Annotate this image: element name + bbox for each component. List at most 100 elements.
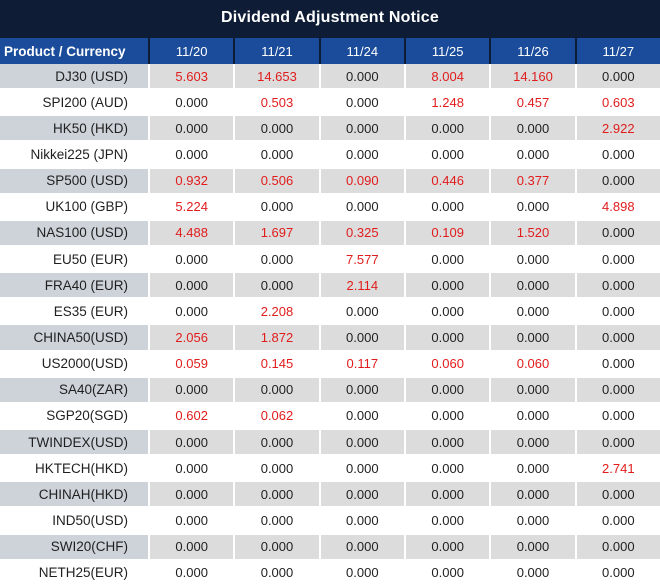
value-cell: 0.000 — [491, 429, 575, 455]
product-cell: CHINA50(USD) — [0, 325, 148, 350]
notice-title: Dividend Adjustment Notice — [221, 9, 439, 26]
value-cell: 0.000 — [491, 534, 575, 559]
value-cell: 8.004 — [406, 64, 490, 89]
value-cell: 0.000 — [491, 456, 575, 481]
value-cell: 0.602 — [150, 403, 234, 428]
value-cell: 0.000 — [491, 246, 575, 272]
product-cell: Nikkei225 (JPN) — [0, 142, 148, 167]
value-cell: 0.000 — [320, 90, 404, 115]
value-cell: 0.000 — [406, 246, 490, 272]
product-cell: HK50 (HKD) — [0, 116, 148, 141]
product-cell: SWI20(CHF) — [0, 534, 148, 559]
value-cell: 0.000 — [150, 508, 234, 533]
value-cell: 0.000 — [576, 246, 660, 272]
value-cell: 0.000 — [150, 377, 234, 402]
value-cell: 0.000 — [320, 508, 404, 533]
product-cell: HKTECH(HKD) — [0, 456, 148, 481]
value-cell: 1.520 — [491, 220, 575, 245]
value-cell: 0.000 — [150, 299, 234, 324]
value-cell: 0.000 — [406, 325, 490, 350]
value-cell: 5.224 — [150, 194, 234, 219]
value-cell: 0.000 — [406, 482, 490, 507]
value-cell: 0.506 — [235, 168, 319, 193]
product-cell: US2000(USD) — [0, 351, 148, 376]
product-cell: TWINDEX(USD) — [0, 429, 148, 455]
value-cell: 1.248 — [406, 90, 490, 115]
value-cell: 0.109 — [406, 220, 490, 245]
product-cell: NETH25(EUR) — [0, 560, 148, 585]
column-header-product: Product / Currency — [0, 38, 148, 64]
value-cell: 0.000 — [320, 482, 404, 507]
product-cell: NAS100 (USD) — [0, 220, 148, 245]
column-header-date: 11/20 — [150, 38, 234, 64]
value-cell: 0.000 — [150, 246, 234, 272]
value-cell: 0.000 — [576, 429, 660, 455]
value-cell: 0.000 — [235, 246, 319, 272]
column-header-date: 11/24 — [320, 38, 404, 64]
column-header-date: 11/25 — [406, 38, 490, 64]
value-cell: 0.000 — [576, 403, 660, 428]
value-cell: 0.000 — [320, 142, 404, 167]
product-cell: IND50(USD) — [0, 508, 148, 533]
product-cell: UK100 (GBP) — [0, 194, 148, 219]
value-cell: 0.000 — [235, 560, 319, 585]
value-cell: 7.577 — [320, 246, 404, 272]
value-cell: 0.000 — [406, 116, 490, 141]
value-cell: 0.000 — [320, 534, 404, 559]
table-header-row: Product / Currency 11/20 11/21 11/24 11/25 11… — [0, 36, 660, 64]
value-cell: 0.000 — [491, 403, 575, 428]
value-cell: 0.000 — [235, 194, 319, 219]
product-cell: DJ30 (USD) — [0, 64, 148, 89]
value-cell: 0.000 — [235, 142, 319, 167]
value-cell: 0.000 — [235, 377, 319, 402]
value-cell: 4.488 — [150, 220, 234, 245]
value-cell: 0.000 — [491, 299, 575, 324]
notice-title-bar: Dividend Adjustment Notice — [0, 0, 660, 36]
value-cell: 0.000 — [576, 560, 660, 585]
value-cell: 0.000 — [576, 142, 660, 167]
value-cell: 0.932 — [150, 168, 234, 193]
value-cell: 1.697 — [235, 220, 319, 245]
value-cell: 0.000 — [320, 64, 404, 89]
value-cell: 2.208 — [235, 299, 319, 324]
value-cell: 0.000 — [235, 508, 319, 533]
value-cell: 0.000 — [406, 429, 490, 455]
value-cell: 0.000 — [491, 508, 575, 533]
value-cell: 0.000 — [491, 194, 575, 219]
value-cell: 0.000 — [406, 508, 490, 533]
value-cell: 0.000 — [406, 194, 490, 219]
product-cell: SGP20(SGD) — [0, 403, 148, 428]
value-cell: 0.000 — [576, 351, 660, 376]
value-cell: 0.000 — [320, 403, 404, 428]
value-cell: 1.872 — [235, 325, 319, 350]
value-cell: 0.457 — [491, 90, 575, 115]
column-header-date: 11/26 — [491, 38, 575, 64]
value-cell: 2.114 — [320, 273, 404, 298]
value-cell: 0.000 — [406, 560, 490, 585]
product-cell: EU50 (EUR) — [0, 246, 148, 272]
product-cell: ES35 (EUR) — [0, 299, 148, 324]
value-cell: 0.000 — [576, 534, 660, 559]
value-cell: 0.000 — [491, 116, 575, 141]
column-header-date: 11/21 — [235, 38, 319, 64]
value-cell: 0.000 — [576, 168, 660, 193]
value-cell: 0.000 — [576, 220, 660, 245]
product-cell: SA40(ZAR) — [0, 377, 148, 402]
value-cell: 0.000 — [406, 403, 490, 428]
product-cell: SPI200 (AUD) — [0, 90, 148, 115]
value-cell: 0.325 — [320, 220, 404, 245]
dividend-table: DJ30 (USD) 5.603 14.653 0.000 8.004 14.160 0.0… — [0, 64, 660, 585]
value-cell: 0.000 — [576, 273, 660, 298]
value-cell: 0.503 — [235, 90, 319, 115]
value-cell: 0.060 — [491, 351, 575, 376]
value-cell: 0.000 — [150, 142, 234, 167]
value-cell: 0.000 — [150, 560, 234, 585]
value-cell: 0.000 — [320, 377, 404, 402]
value-cell: 0.000 — [491, 482, 575, 507]
value-cell: 0.000 — [320, 429, 404, 455]
value-cell: 0.000 — [491, 273, 575, 298]
value-cell: 0.000 — [406, 142, 490, 167]
value-cell: 14.653 — [235, 64, 319, 89]
value-cell: 0.377 — [491, 168, 575, 193]
value-cell: 0.000 — [235, 456, 319, 481]
